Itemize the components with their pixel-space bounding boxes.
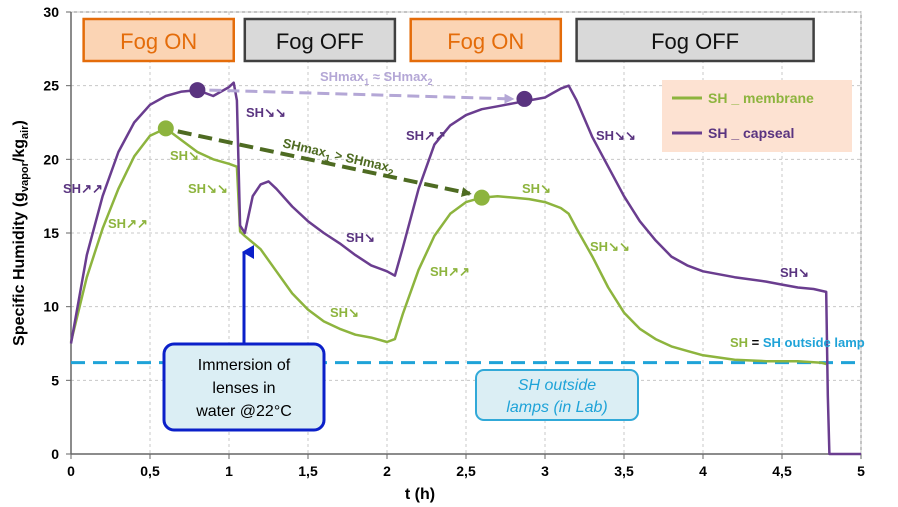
- x-tick-label: 4: [699, 463, 707, 479]
- shmax-capseal-sub1: 1: [364, 77, 369, 87]
- shmax-capseal-part1: SHmax: [320, 69, 365, 84]
- outside-lamps-line1: SH outside: [518, 377, 596, 394]
- trend-membrane-fall-3: SH↘: [330, 305, 359, 320]
- phase-label-1: Fog ON: [120, 29, 197, 54]
- phase-label-4: Fog OFF: [651, 29, 739, 54]
- x-tick-label: 0,5: [140, 463, 160, 479]
- x-tick-label: 0: [67, 463, 75, 479]
- y-tick-label: 30: [43, 4, 59, 20]
- y-axis-title-part1: Specific Humidity (g: [11, 192, 28, 346]
- legend-label-capseal: SH _ capseal: [708, 125, 794, 141]
- trend-membrane-rise-2: SH↗↗: [430, 264, 470, 279]
- immersion-callout-line2: lenses in: [212, 380, 275, 397]
- x-tick-label: 2: [383, 463, 391, 479]
- legend-label-membrane: SH _ membrane: [708, 90, 814, 106]
- shmax-capseal-part2: ≈ SHmax: [369, 69, 428, 84]
- phase-boxes: Fog ON Fog OFF Fog ON Fog OFF: [82, 17, 815, 63]
- outside-lamps-callout-box: [475, 369, 639, 421]
- phase-box-1: [82, 17, 235, 63]
- phase-box-2: [243, 17, 397, 63]
- x-tick-label: 3: [541, 463, 549, 479]
- phase-label-2: Fog OFF: [276, 29, 364, 54]
- phase-box-4: [575, 17, 815, 63]
- trend-capseal-fall-2: SH↘: [346, 230, 375, 245]
- shmax-capseal-sub2: 2: [428, 77, 433, 87]
- trend-membrane-fall-5: SH↘↘: [590, 239, 630, 254]
- y-tick-label: 0: [51, 446, 59, 462]
- trend-capseal-fall-4: SH↘: [780, 265, 809, 280]
- trend-capseal-rise-1: SH↗↗: [63, 181, 103, 196]
- y-axis-title-part2: /kg: [11, 139, 28, 162]
- shmax-capseal-arrow: [209, 88, 515, 104]
- sh-equals-outside-annotation: SH = SH outside lamp: [730, 335, 865, 350]
- x-tick-label: 4,5: [772, 463, 792, 479]
- peak-marker-4: [516, 90, 533, 107]
- phase-box-3: [409, 17, 563, 63]
- outside-lamps-line2: lamps (in Lab): [506, 399, 607, 416]
- series-line-membrane: [69, 127, 827, 366]
- immersion-callout-line3: water @22°C: [195, 403, 292, 420]
- peak-marker-3: [189, 82, 206, 99]
- trend-membrane-fall-2: SH↘↘: [188, 181, 228, 196]
- immersion-callout-box: [162, 342, 326, 432]
- x-tick-label: 3,5: [614, 463, 634, 479]
- trend-membrane-fall-4: SH↘: [522, 181, 551, 196]
- trend-annotations: SH↗↗ SH↗↗ SH↘ SH↘↘ SH↘↘ SH↘ SH↘ SH↗↗ SH↗…: [63, 105, 865, 350]
- peak-markers: [157, 82, 533, 206]
- y-axis-title-part3: ): [11, 120, 28, 125]
- series-layer: [69, 81, 861, 456]
- peak-marker-1: [157, 120, 174, 137]
- peak-marker-2: [473, 189, 490, 206]
- y-axis-title-sub2: air: [19, 125, 31, 139]
- x-tick-label: 2,5: [456, 463, 476, 479]
- x-tick-label: 1: [225, 463, 233, 479]
- legend-box: [662, 80, 852, 152]
- shmax-membrane-arrow: [177, 129, 472, 197]
- axes: 0 0,5 1 1,5 2 2,5 3 3,5 4 4,5 5 0 5 10 15 20 25 30: [43, 4, 865, 479]
- y-tick-label: 25: [43, 78, 59, 94]
- y-axis-title: Specific Humidity (gvapor/kgair): [11, 120, 31, 346]
- series-line-capseal: [69, 81, 861, 456]
- trend-capseal-fall-1: SH↘↘: [246, 105, 286, 120]
- trend-capseal-rise-2: SH↗↗: [406, 128, 446, 143]
- phase-label-3: Fog ON: [447, 29, 524, 54]
- trend-membrane-fall-1: SH↘: [170, 148, 199, 163]
- x-tick-label: 1,5: [298, 463, 318, 479]
- immersion-callout-line1: Immersion of: [198, 357, 291, 374]
- legend: SH _ membrane SH _ capseal: [662, 80, 852, 152]
- y-axis-title-sub1: vapor: [19, 161, 31, 192]
- x-tick-label: 5: [857, 463, 865, 479]
- shmax-membrane-sub2: 2: [386, 168, 394, 180]
- shmax-membrane-sub1: 1: [323, 153, 331, 165]
- shmax-capseal-annotation: SHmax1 ≈ SHmax2: [320, 69, 433, 87]
- y-tick-label: 15: [43, 225, 59, 241]
- trend-membrane-rise-1: SH↗↗: [108, 216, 148, 231]
- y-tick-label: 5: [51, 372, 59, 388]
- y-tick-label: 20: [43, 151, 59, 167]
- y-tick-label: 10: [43, 299, 59, 315]
- x-axis-title: t (h): [405, 486, 435, 503]
- trend-capseal-fall-3: SH↘↘: [596, 128, 636, 143]
